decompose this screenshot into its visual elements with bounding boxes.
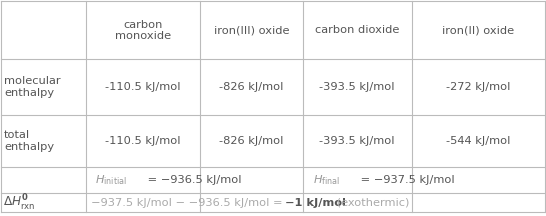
Text: (exothermic): (exothermic): [333, 198, 410, 208]
Text: -826 kJ/mol: -826 kJ/mol: [219, 136, 283, 146]
Text: carbon
monoxide: carbon monoxide: [115, 20, 171, 41]
Text: molecular
enthalpy: molecular enthalpy: [4, 76, 61, 98]
Text: -544 kJ/mol: -544 kJ/mol: [446, 136, 511, 146]
Text: -393.5 kJ/mol: -393.5 kJ/mol: [319, 136, 395, 146]
Text: = −936.5 kJ/mol: = −936.5 kJ/mol: [144, 175, 242, 185]
Text: iron(III) oxide: iron(III) oxide: [213, 25, 289, 35]
Text: -272 kJ/mol: -272 kJ/mol: [446, 82, 511, 92]
Text: = −937.5 kJ/mol: = −937.5 kJ/mol: [357, 175, 455, 185]
Text: iron(II) oxide: iron(II) oxide: [442, 25, 514, 35]
Text: $\mathit{H}_{\mathrm{initial}}$: $\mathit{H}_{\mathrm{initial}}$: [96, 173, 127, 187]
Text: −1 kJ/mol: −1 kJ/mol: [286, 198, 347, 208]
Text: -826 kJ/mol: -826 kJ/mol: [219, 82, 283, 92]
Text: carbon dioxide: carbon dioxide: [315, 25, 399, 35]
Text: -110.5 kJ/mol: -110.5 kJ/mol: [105, 136, 180, 146]
Text: $\mathit{H}_{\mathrm{final}}$: $\mathit{H}_{\mathrm{final}}$: [313, 173, 340, 187]
Text: total
enthalpy: total enthalpy: [4, 130, 54, 152]
Text: −937.5 kJ/mol − −936.5 kJ/mol =: −937.5 kJ/mol − −936.5 kJ/mol =: [91, 198, 286, 208]
Text: $\Delta H^{\mathbf{0}}_{\mathrm{rxn}}$: $\Delta H^{\mathbf{0}}_{\mathrm{rxn}}$: [3, 192, 35, 213]
Text: -110.5 kJ/mol: -110.5 kJ/mol: [105, 82, 180, 92]
Text: -393.5 kJ/mol: -393.5 kJ/mol: [319, 82, 395, 92]
